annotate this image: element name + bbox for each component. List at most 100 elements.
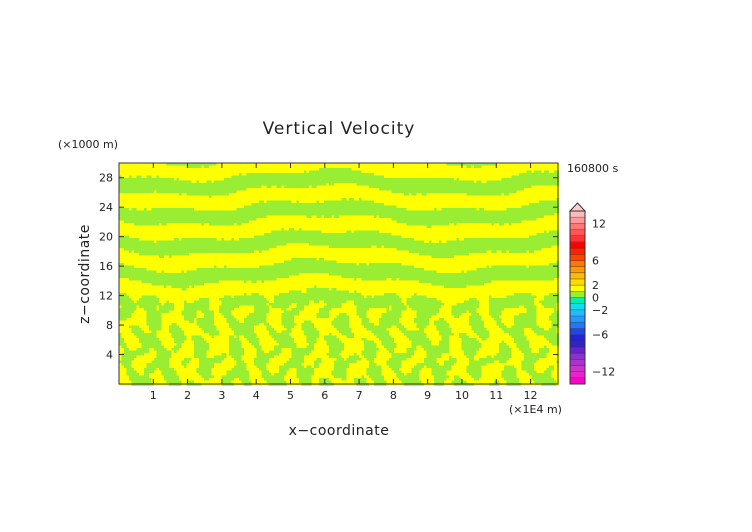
field-cell: [269, 358, 290, 361]
field-cell: [479, 335, 490, 339]
field-cell: [246, 280, 252, 284]
field-cell: [411, 343, 432, 346]
field-cell: [121, 363, 132, 366]
field-cell: [514, 338, 527, 341]
field-cell: [274, 263, 357, 266]
field-cell: [306, 340, 317, 344]
field-cell: [154, 348, 167, 351]
field-cell: [131, 328, 142, 331]
field-cell: [476, 180, 482, 184]
field-cell: [544, 305, 557, 309]
field-cell: [294, 338, 307, 341]
field-cell: [126, 373, 140, 376]
field-cell: [551, 323, 560, 326]
field-cell: [349, 323, 362, 326]
field-cell: [164, 375, 180, 379]
field-cell: [374, 340, 382, 344]
field-cell: [416, 348, 425, 351]
field-cell: [436, 360, 445, 364]
field-cell: [411, 370, 420, 374]
field-cell: [431, 368, 452, 371]
field-cell: [396, 293, 415, 296]
field-cell: [436, 325, 450, 329]
field-cell: [319, 380, 332, 384]
field-cell: [374, 200, 540, 204]
field-cell: [201, 335, 212, 339]
field-cell: [496, 163, 560, 166]
field-cell: [481, 370, 502, 374]
field-cell: [319, 258, 325, 261]
field-cell: [136, 208, 145, 211]
field-cell: [524, 355, 547, 359]
field-cell: [454, 333, 460, 336]
field-cell: [301, 290, 307, 294]
field-cell: [211, 373, 227, 376]
field-cell: [169, 358, 185, 361]
field-cell: [194, 345, 210, 349]
field-cell: [261, 250, 410, 254]
field-cell: [269, 248, 397, 251]
field-cell: [291, 303, 297, 306]
field-cell: [269, 310, 285, 314]
field-cell: [149, 373, 162, 376]
field-cell: [119, 253, 140, 256]
field-cell: [526, 308, 537, 311]
field-cell: [511, 348, 520, 351]
field-cell: [291, 330, 305, 334]
field-cell: [151, 380, 167, 384]
field-cell: [391, 233, 537, 236]
field-cell: [551, 370, 560, 374]
field-cell: [404, 325, 417, 329]
field-cell: [254, 358, 270, 361]
field-cell: [334, 368, 347, 371]
field-cell: [544, 345, 547, 349]
field-cell: [119, 283, 152, 286]
field-cell: [311, 320, 332, 324]
field-cell: [174, 308, 185, 311]
field-cell: [219, 310, 232, 314]
field-cell: [484, 208, 507, 211]
field-cell: [461, 343, 482, 346]
field-cell: [141, 175, 147, 179]
field-cell: [319, 365, 335, 369]
field-cell: [269, 333, 290, 336]
field-cell: [119, 265, 135, 269]
field-cell: [379, 318, 400, 321]
field-cell: [486, 180, 560, 184]
field-cell: [466, 368, 482, 371]
field-cell: [534, 368, 547, 371]
field-cell: [139, 340, 162, 344]
field-cell: [366, 370, 382, 374]
field-cell: [401, 315, 417, 319]
field-cell: [514, 320, 537, 324]
field-cell: [539, 200, 560, 204]
field-cell: [399, 368, 412, 371]
field-cell: [119, 290, 290, 294]
colorbar-segment: [570, 322, 585, 329]
field-cell: [134, 300, 137, 304]
field-cell: [206, 350, 230, 354]
field-cell: [406, 208, 435, 211]
field-cell: [531, 375, 552, 379]
field-cell: [161, 320, 190, 324]
field-cell: [159, 338, 175, 341]
field-cell: [119, 305, 122, 309]
field-cell: [389, 308, 392, 311]
field-cell: [524, 358, 540, 361]
field-cell: [406, 305, 410, 309]
field-cell: [501, 310, 527, 314]
field-cell: [536, 295, 545, 299]
field-cell: [119, 358, 122, 361]
field-cell: [356, 308, 370, 311]
field-cell: [169, 360, 182, 364]
field-cell: [371, 245, 377, 249]
field-cell: [194, 380, 222, 384]
field-cell: [489, 310, 502, 314]
field-cell: [244, 350, 257, 354]
field-cell: [339, 313, 347, 316]
field-cell: [121, 305, 137, 309]
field-cell: [219, 308, 235, 311]
field-cell: [119, 183, 327, 186]
field-cell: [469, 320, 485, 324]
field-cell: [274, 345, 297, 349]
